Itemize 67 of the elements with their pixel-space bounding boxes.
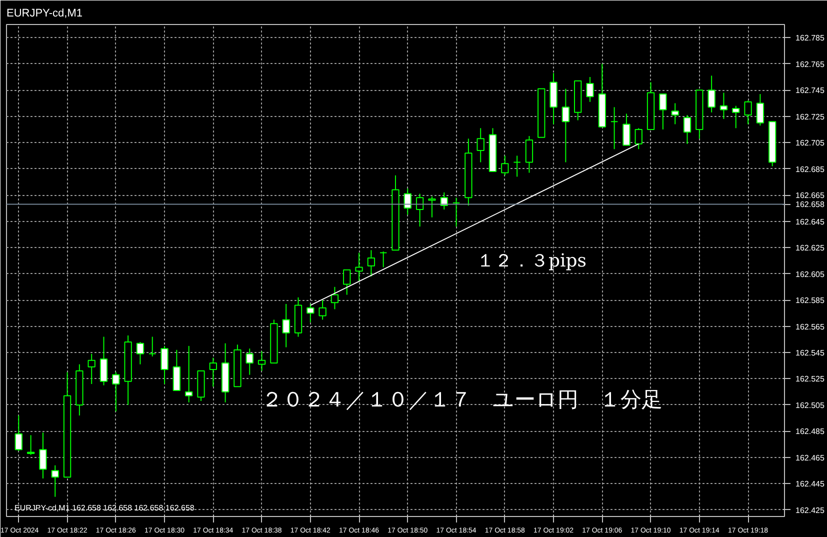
- candlestick: [367, 250, 376, 277]
- y-tick-label: 162.505: [796, 400, 825, 410]
- y-tick-label: 162.665: [796, 191, 825, 200]
- candlestick: [452, 197, 460, 228]
- candlestick: [136, 342, 144, 365]
- y-tick-label: 162.785: [796, 34, 825, 43]
- candlestick: [622, 113, 630, 146]
- candlestick: [428, 196, 436, 218]
- candlestick: [562, 88, 570, 163]
- y-tick-label: 162.585: [796, 296, 825, 306]
- candlestick: [185, 345, 193, 403]
- text: EURJPY-cd,M1 162.658 162.658 162.658 162.658: [14, 504, 195, 512]
- annotation: ２０２４／１０／１７ ユーロ円 １分足: [262, 388, 662, 412]
- candlestick: [708, 75, 716, 113]
- candlestick: [634, 128, 642, 150]
- candlestick: [258, 350, 266, 372]
- y-tick-label: 162.605: [796, 270, 825, 279]
- candlestick: [172, 349, 181, 392]
- candlestick: [586, 76, 594, 102]
- candlestick: [246, 348, 254, 376]
- y-tick-label: 162.565: [796, 322, 825, 332]
- candlestick: [282, 303, 290, 348]
- candlestick: [330, 286, 339, 310]
- y-tick-label: 162.645: [796, 217, 825, 226]
- candlestick: [525, 136, 534, 174]
- candlestick: [720, 92, 728, 120]
- candlestick: [683, 114, 692, 144]
- chart-title: EURJPY-cd,M1: [6, 8, 83, 20]
- candlestick: [318, 300, 326, 320]
- candlestick: [744, 100, 752, 125]
- y-tick-label: 162.525: [796, 374, 825, 384]
- candlestick: [513, 155, 521, 178]
- candlestick: [732, 105, 740, 129]
- candlestick: [88, 353, 96, 384]
- y-tick-label: 162.705: [796, 138, 825, 148]
- y-tick-label: 162.745: [796, 86, 825, 96]
- annotation: １２．３pips: [476, 250, 587, 272]
- candlestick: [416, 193, 424, 228]
- candlestick: [501, 155, 509, 176]
- candlestick: [112, 372, 120, 412]
- candlestick: [476, 128, 484, 163]
- candlestick: [26, 434, 35, 456]
- candlestick: [343, 269, 351, 296]
- y-tick-label: 162.425: [796, 506, 825, 515]
- candlestick: [355, 252, 363, 282]
- candlestick: [51, 464, 59, 498]
- candlestick: [659, 94, 667, 130]
- y-tick-label: 162.445: [796, 480, 825, 489]
- y-tick-label: 162.485: [796, 427, 825, 436]
- candlestick: [756, 94, 764, 126]
- ref-line-label: 162.658: [796, 200, 825, 210]
- candlestick: [380, 250, 388, 268]
- candlestick: [610, 106, 618, 150]
- candlestick: [100, 336, 108, 386]
- y-tick-label: 162.625: [796, 244, 825, 253]
- y-tick-label: 162.685: [796, 164, 825, 174]
- candlestick: [160, 345, 168, 384]
- candlestick: [148, 336, 156, 357]
- candlestick: [39, 432, 47, 479]
- y-tick-label: 162.545: [796, 348, 825, 358]
- candlestick: [209, 357, 217, 388]
- y-tick-label: 162.765: [796, 60, 825, 69]
- y-tick-label: 162.725: [796, 112, 825, 122]
- candlestick: [404, 188, 412, 216]
- y-tick-label: 162.465: [796, 453, 825, 462]
- candlestick: [14, 414, 22, 452]
- candlestick: [671, 102, 679, 125]
